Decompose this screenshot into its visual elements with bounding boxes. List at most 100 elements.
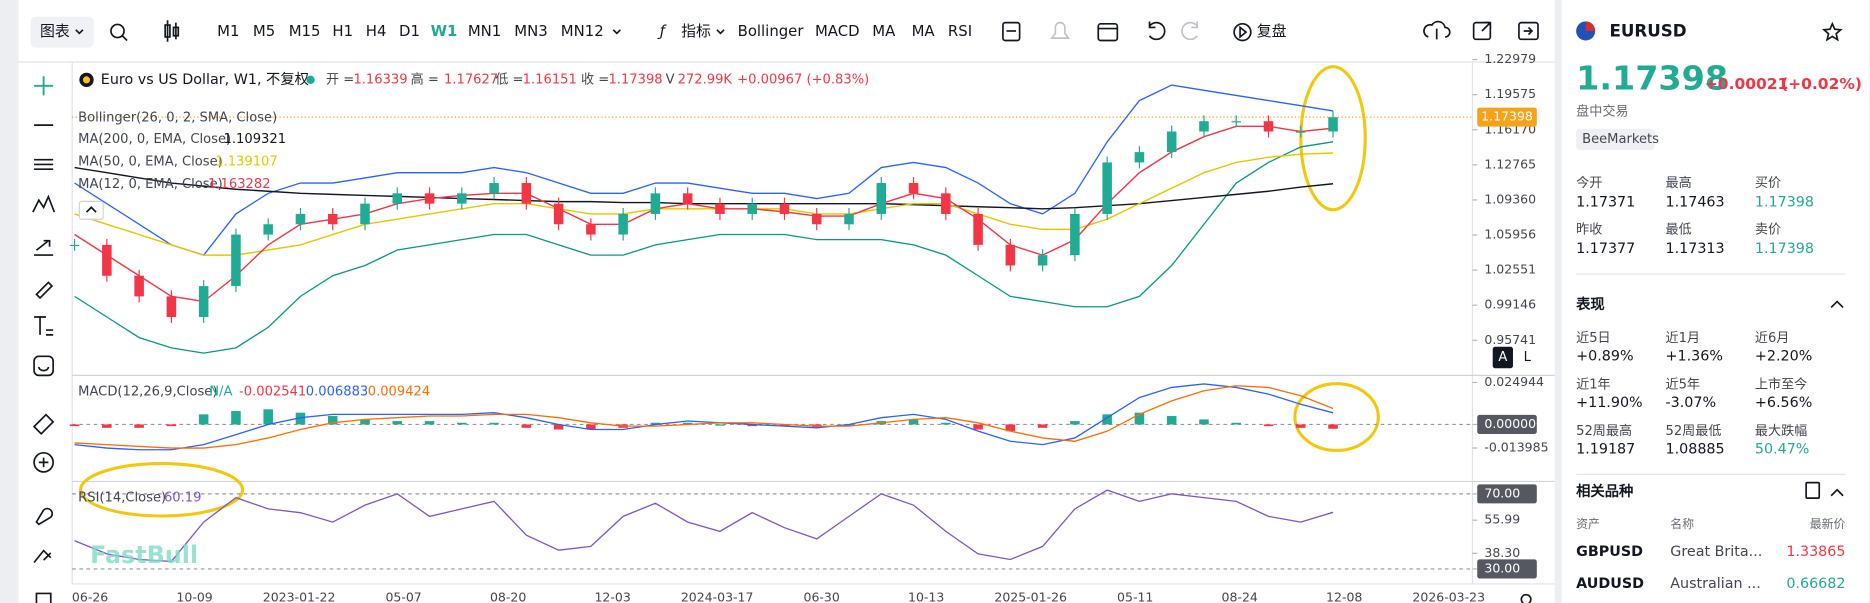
indicator-button[interactable]: MA <box>872 22 896 40</box>
ohlc-value: 1.17398 <box>608 72 662 87</box>
histogram-bar <box>1134 412 1145 425</box>
perf-value: +2.20% <box>1755 348 1812 364</box>
replay-button[interactable]: 复盘 <box>1257 22 1287 40</box>
log-scale-label[interactable]: L <box>1524 350 1532 365</box>
y-tick-label: 1.19575 <box>1484 86 1536 101</box>
candle <box>360 203 370 225</box>
section-title: 表现 <box>1576 295 1605 313</box>
x-tick-label: 2023-01-22 <box>263 590 336 603</box>
x-tick-label: 05-07 <box>385 590 421 603</box>
timeframe[interactable]: MN1 <box>468 22 501 40</box>
x-tick-label: 2025-01-26 <box>994 590 1067 603</box>
histogram-bar <box>1166 416 1177 425</box>
auto-scale-button[interactable] <box>1492 346 1513 369</box>
related-cell[interactable]: Australian ... <box>1670 576 1760 592</box>
indicator-value: 0.009424 <box>368 385 430 400</box>
histogram-bar <box>360 419 370 425</box>
settings-icon[interactable] <box>1520 593 1532 603</box>
candle <box>650 193 661 214</box>
timeframe[interactable]: MN3 <box>514 22 547 40</box>
histogram-bar <box>1263 424 1274 427</box>
timeframe[interactable]: D1 <box>399 22 420 40</box>
candle <box>618 213 628 235</box>
perf-label: 近1月 <box>1666 330 1701 346</box>
timeframe[interactable]: H4 <box>366 22 387 40</box>
search-icon[interactable] <box>110 23 125 39</box>
price: 1.17398 <box>1576 58 1728 97</box>
candle <box>1005 244 1016 266</box>
moving-average <box>74 152 1334 256</box>
y-tick-label: 55.99 <box>1484 512 1520 527</box>
candle <box>1070 213 1080 256</box>
indicator-title: RSI(14,Close) <box>78 491 166 506</box>
y-tick-label: 30.00 <box>1484 560 1520 575</box>
favorite-star[interactable] <box>1822 21 1843 42</box>
stat-label: 买价 <box>1755 175 1781 191</box>
candle <box>166 296 177 317</box>
related-cell[interactable]: 1.33865 <box>1786 544 1845 560</box>
indicator-button[interactable]: Bollinger <box>738 22 805 40</box>
candle <box>1102 162 1112 214</box>
price-box <box>1477 107 1537 127</box>
timeframe[interactable]: W1 <box>431 22 458 40</box>
stat-label: 昨收 <box>1576 221 1602 237</box>
price-label: 1.17398 <box>1481 109 1533 124</box>
histogram-bar <box>424 421 435 425</box>
indicator-value: 60.19 <box>164 491 202 506</box>
list-icon[interactable] <box>1805 481 1821 499</box>
x-tick-label: 10-13 <box>908 590 944 603</box>
y-tick-label: 38.30 <box>1484 545 1520 560</box>
related-cell[interactable]: 0.66682 <box>1786 576 1845 592</box>
histogram-bar <box>941 422 951 425</box>
collapse-button[interactable] <box>78 200 104 220</box>
related-cell[interactable]: Great Brita... <box>1670 544 1762 560</box>
toolbar-icons[interactable] <box>1002 20 1539 42</box>
candle <box>1134 152 1145 163</box>
timeframe[interactable]: M15 <box>289 22 321 40</box>
histogram-bar <box>715 424 725 426</box>
related-cell[interactable]: GBPUSD <box>1576 544 1643 560</box>
histogram-bar <box>489 422 499 425</box>
x-tick-label: 08-20 <box>490 590 526 603</box>
fx-icon: ƒ <box>657 22 667 40</box>
related-cell[interactable]: AUDUSD <box>1576 576 1644 592</box>
candle <box>1166 131 1177 153</box>
collapse-icon[interactable] <box>1830 488 1844 497</box>
y-tick-label: 0.024944 <box>1484 374 1544 389</box>
candle <box>553 203 564 225</box>
timeframe[interactable]: H1 <box>332 22 353 40</box>
drawing-tools[interactable] <box>32 76 56 603</box>
indicators-menu[interactable]: 指标 <box>681 22 711 40</box>
chart-menu[interactable] <box>30 16 94 48</box>
timeframe[interactable]: M1 <box>217 22 239 40</box>
candle <box>908 183 919 194</box>
stat-label: 最低 <box>1666 221 1692 237</box>
indicator-value: -0.002541 <box>239 385 306 400</box>
auto-scale-label[interactable]: A <box>1498 350 1507 365</box>
ohlc-label: 低 = <box>495 71 523 87</box>
annotation-ellipses <box>79 65 1380 518</box>
perf-label: 上市至今 <box>1755 375 1807 392</box>
stat-value: 1.17398 <box>1755 241 1814 257</box>
indicator-button[interactable]: MA <box>912 22 936 40</box>
candle <box>489 183 499 194</box>
candle <box>715 203 725 214</box>
candle-type-icon[interactable] <box>164 20 180 42</box>
bollinger-upper <box>74 84 1334 256</box>
timeframe[interactable]: MN12 <box>561 22 604 40</box>
histogram-bar <box>295 412 306 425</box>
stat-value: 1.17371 <box>1576 195 1635 211</box>
collapse-icon[interactable] <box>1830 300 1844 309</box>
indicator-button[interactable]: MACD <box>815 22 860 40</box>
timeframe[interactable]: M5 <box>253 22 275 40</box>
chevron[interactable] <box>612 29 621 35</box>
perf-label: 近6月 <box>1755 330 1790 346</box>
stat-value: 1.17398 <box>1755 195 1814 211</box>
indicator-button[interactable]: RSI <box>948 22 972 40</box>
stat-label: 最高 <box>1666 174 1692 191</box>
candle <box>134 275 144 297</box>
macd-line <box>74 383 1334 451</box>
histogram-bar <box>747 424 757 427</box>
chart-menu-label[interactable]: 图表 <box>40 22 70 40</box>
overlay-name: Bollinger(26, 0, 2, SMA, Close) <box>78 110 277 125</box>
